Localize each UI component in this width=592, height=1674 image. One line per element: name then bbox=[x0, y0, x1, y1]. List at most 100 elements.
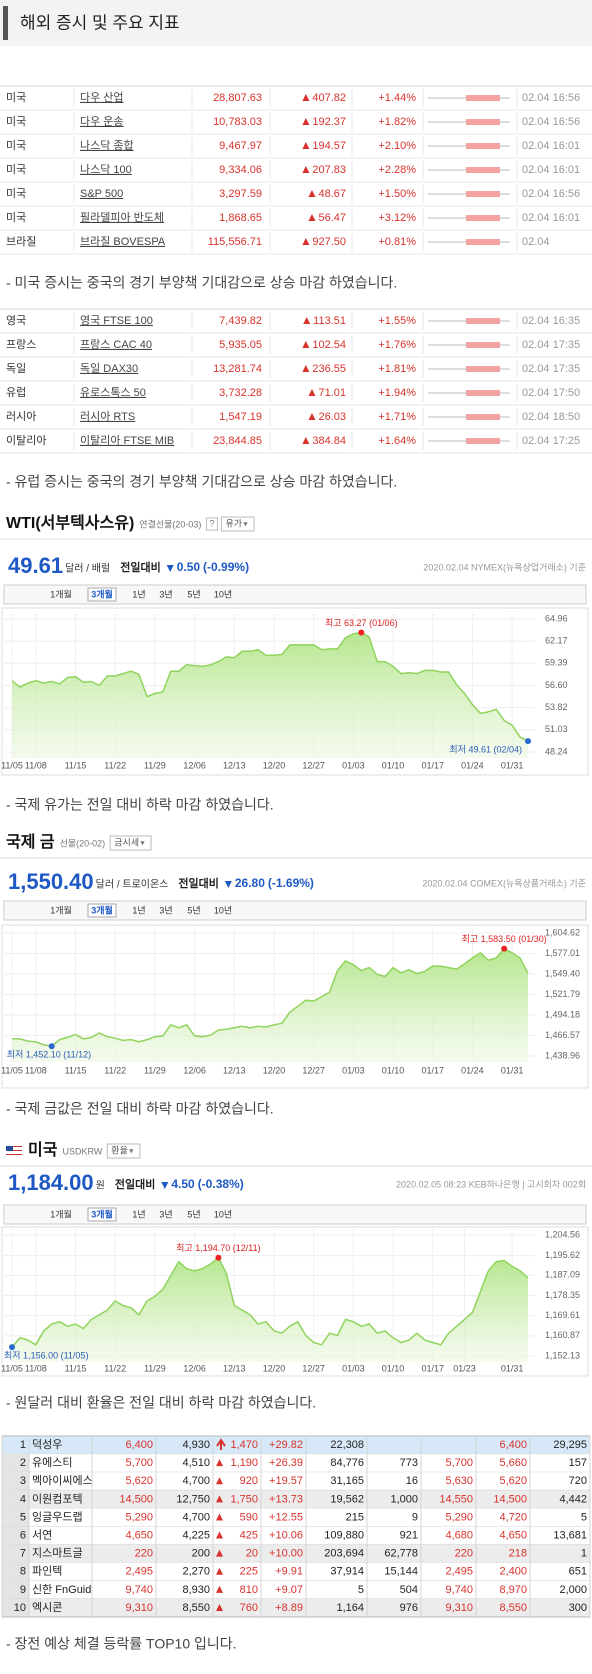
period-button[interactable]: 3개월 bbox=[91, 1208, 113, 1219]
cell: 218 bbox=[509, 1548, 527, 1560]
change-pct: +1.55% bbox=[378, 315, 416, 327]
cell: 2 bbox=[20, 1457, 26, 1469]
cell: 9,310 bbox=[125, 1602, 153, 1614]
change: 927.50 bbox=[312, 236, 346, 248]
change-pct: +2.28% bbox=[378, 164, 416, 176]
cell: 4,930 bbox=[182, 1439, 210, 1451]
area bbox=[12, 948, 528, 1062]
change: 192.37 bbox=[312, 116, 346, 128]
x-tick-label: 12/27 bbox=[302, 760, 325, 770]
cell: +9.07 bbox=[275, 1584, 303, 1596]
gauge-bar bbox=[466, 119, 500, 125]
low-point bbox=[48, 1043, 55, 1050]
up-icon bbox=[302, 365, 310, 372]
cell: 5,620 bbox=[125, 1475, 153, 1487]
period-button[interactable]: 5년 bbox=[187, 589, 200, 599]
cell: +10.00 bbox=[269, 1548, 303, 1560]
row-bg bbox=[2, 1544, 590, 1563]
x-tick-label: 11/08 bbox=[25, 760, 47, 770]
x-tick-label: 01/03 bbox=[342, 1065, 365, 1075]
flag-stripe bbox=[6, 1148, 22, 1149]
index-name: 유로스톡스 50 bbox=[80, 386, 146, 399]
change-pct: +2.10% bbox=[378, 140, 416, 152]
price: 9,467.97 bbox=[219, 140, 262, 152]
source: 2020.02.04 NYMEX(뉴욕상업거래소) 기준 bbox=[423, 562, 586, 572]
cell: 9 bbox=[412, 1511, 418, 1523]
change-label: 전일대비 bbox=[120, 560, 160, 574]
period-button[interactable]: 1년 bbox=[132, 905, 145, 915]
price: 3,297.59 bbox=[219, 188, 262, 200]
cell: 4,700 bbox=[182, 1475, 210, 1487]
country: 독일 bbox=[6, 361, 26, 375]
period-button[interactable]: 3년 bbox=[159, 589, 172, 599]
x-tick-label: 12/06 bbox=[183, 760, 206, 770]
rank-bg bbox=[2, 1562, 29, 1581]
button[interactable] bbox=[106, 1143, 141, 1159]
comment: - 원달러 대비 환율은 전일 대비 하락 마감 하였습니다. bbox=[6, 1395, 316, 1411]
cell: 720 bbox=[569, 1475, 587, 1487]
period-button[interactable]: 10년 bbox=[214, 589, 232, 599]
period-button[interactable]: 10년 bbox=[214, 905, 232, 915]
price: 49.61 bbox=[8, 553, 63, 578]
change-pct: +0.81% bbox=[378, 236, 416, 248]
date: 02.04 16:01 bbox=[522, 164, 580, 176]
cell: 파인텍 bbox=[32, 1565, 62, 1578]
comment: - 유럽 증시는 중국의 경기 부양책 기대감으로 상승 마감 하였습니다. bbox=[6, 474, 397, 490]
line bbox=[11, 1256, 529, 1348]
period-bar bbox=[3, 900, 587, 921]
price: 28,807.63 bbox=[213, 92, 262, 104]
cell: 4,650 bbox=[125, 1529, 153, 1541]
change-pct: +1.82% bbox=[378, 116, 416, 128]
upper-limit-icon bbox=[216, 1438, 226, 1451]
period-button[interactable]: 1개월 bbox=[50, 1208, 72, 1219]
period-button[interactable]: 3개월 bbox=[91, 588, 113, 599]
period-button[interactable]: 1개월 bbox=[50, 904, 72, 915]
period-button[interactable]: 1개월 bbox=[50, 588, 72, 599]
price: 1,550.40 bbox=[8, 869, 94, 894]
cell: 유에스티 bbox=[32, 1456, 72, 1469]
cell: 4 bbox=[20, 1493, 26, 1505]
period-button[interactable]: 5년 bbox=[187, 905, 200, 915]
cell: 425 bbox=[240, 1529, 258, 1541]
button[interactable] bbox=[220, 516, 255, 532]
cell: 29,295 bbox=[553, 1439, 587, 1451]
gauge-bar bbox=[466, 239, 500, 245]
down-icon bbox=[161, 1182, 169, 1189]
index-name: 프랑스 CAC 40 bbox=[80, 338, 152, 351]
cell: 157 bbox=[569, 1457, 587, 1469]
cell: 651 bbox=[569, 1566, 587, 1578]
change-label: 전일대비 bbox=[178, 876, 218, 890]
up-icon bbox=[216, 1549, 223, 1557]
cell: 1,470 bbox=[230, 1439, 258, 1451]
period-button[interactable]: 3년 bbox=[159, 1209, 172, 1219]
cell: 12,750 bbox=[176, 1493, 210, 1505]
cell: 6,400 bbox=[125, 1439, 153, 1451]
index-name: 다우 산업 bbox=[80, 91, 124, 104]
date: 02.04 16:56 bbox=[522, 116, 580, 128]
price: 10,783.03 bbox=[213, 116, 262, 128]
cell: 31,165 bbox=[330, 1475, 364, 1487]
cell: 지스마트글 bbox=[32, 1547, 83, 1560]
low-label: 최저 1,156.00 (11/05) bbox=[4, 1350, 88, 1360]
period-button[interactable]: 1년 bbox=[132, 1209, 145, 1219]
index-name: 이탈리아 FTSE MIB bbox=[80, 434, 174, 447]
cell: 1,000 bbox=[390, 1493, 418, 1505]
period-button[interactable]: 3개월 bbox=[91, 904, 113, 915]
x-tick-label: 01/10 bbox=[382, 1363, 405, 1373]
price: 1,868.65 bbox=[219, 212, 262, 224]
up-icon bbox=[216, 1531, 223, 1539]
x-tick-label: 11/29 bbox=[144, 1065, 166, 1075]
period-button[interactable]: 5년 bbox=[187, 1209, 200, 1219]
change: 48.67 bbox=[318, 188, 346, 200]
up-icon bbox=[302, 437, 310, 444]
cell: 13,681 bbox=[553, 1529, 587, 1541]
period-button[interactable]: 10년 bbox=[214, 1209, 232, 1219]
button[interactable] bbox=[109, 835, 152, 851]
period-button[interactable]: 1년 bbox=[132, 589, 145, 599]
x-tick-label: 11/05 bbox=[1, 760, 23, 770]
rank-bg bbox=[2, 1598, 29, 1617]
price: 1,184.00 bbox=[8, 1170, 94, 1195]
period-button[interactable]: 3년 bbox=[159, 905, 172, 915]
cell: 2,000 bbox=[559, 1584, 587, 1596]
x-tick-label: 01/24 bbox=[461, 1065, 484, 1075]
